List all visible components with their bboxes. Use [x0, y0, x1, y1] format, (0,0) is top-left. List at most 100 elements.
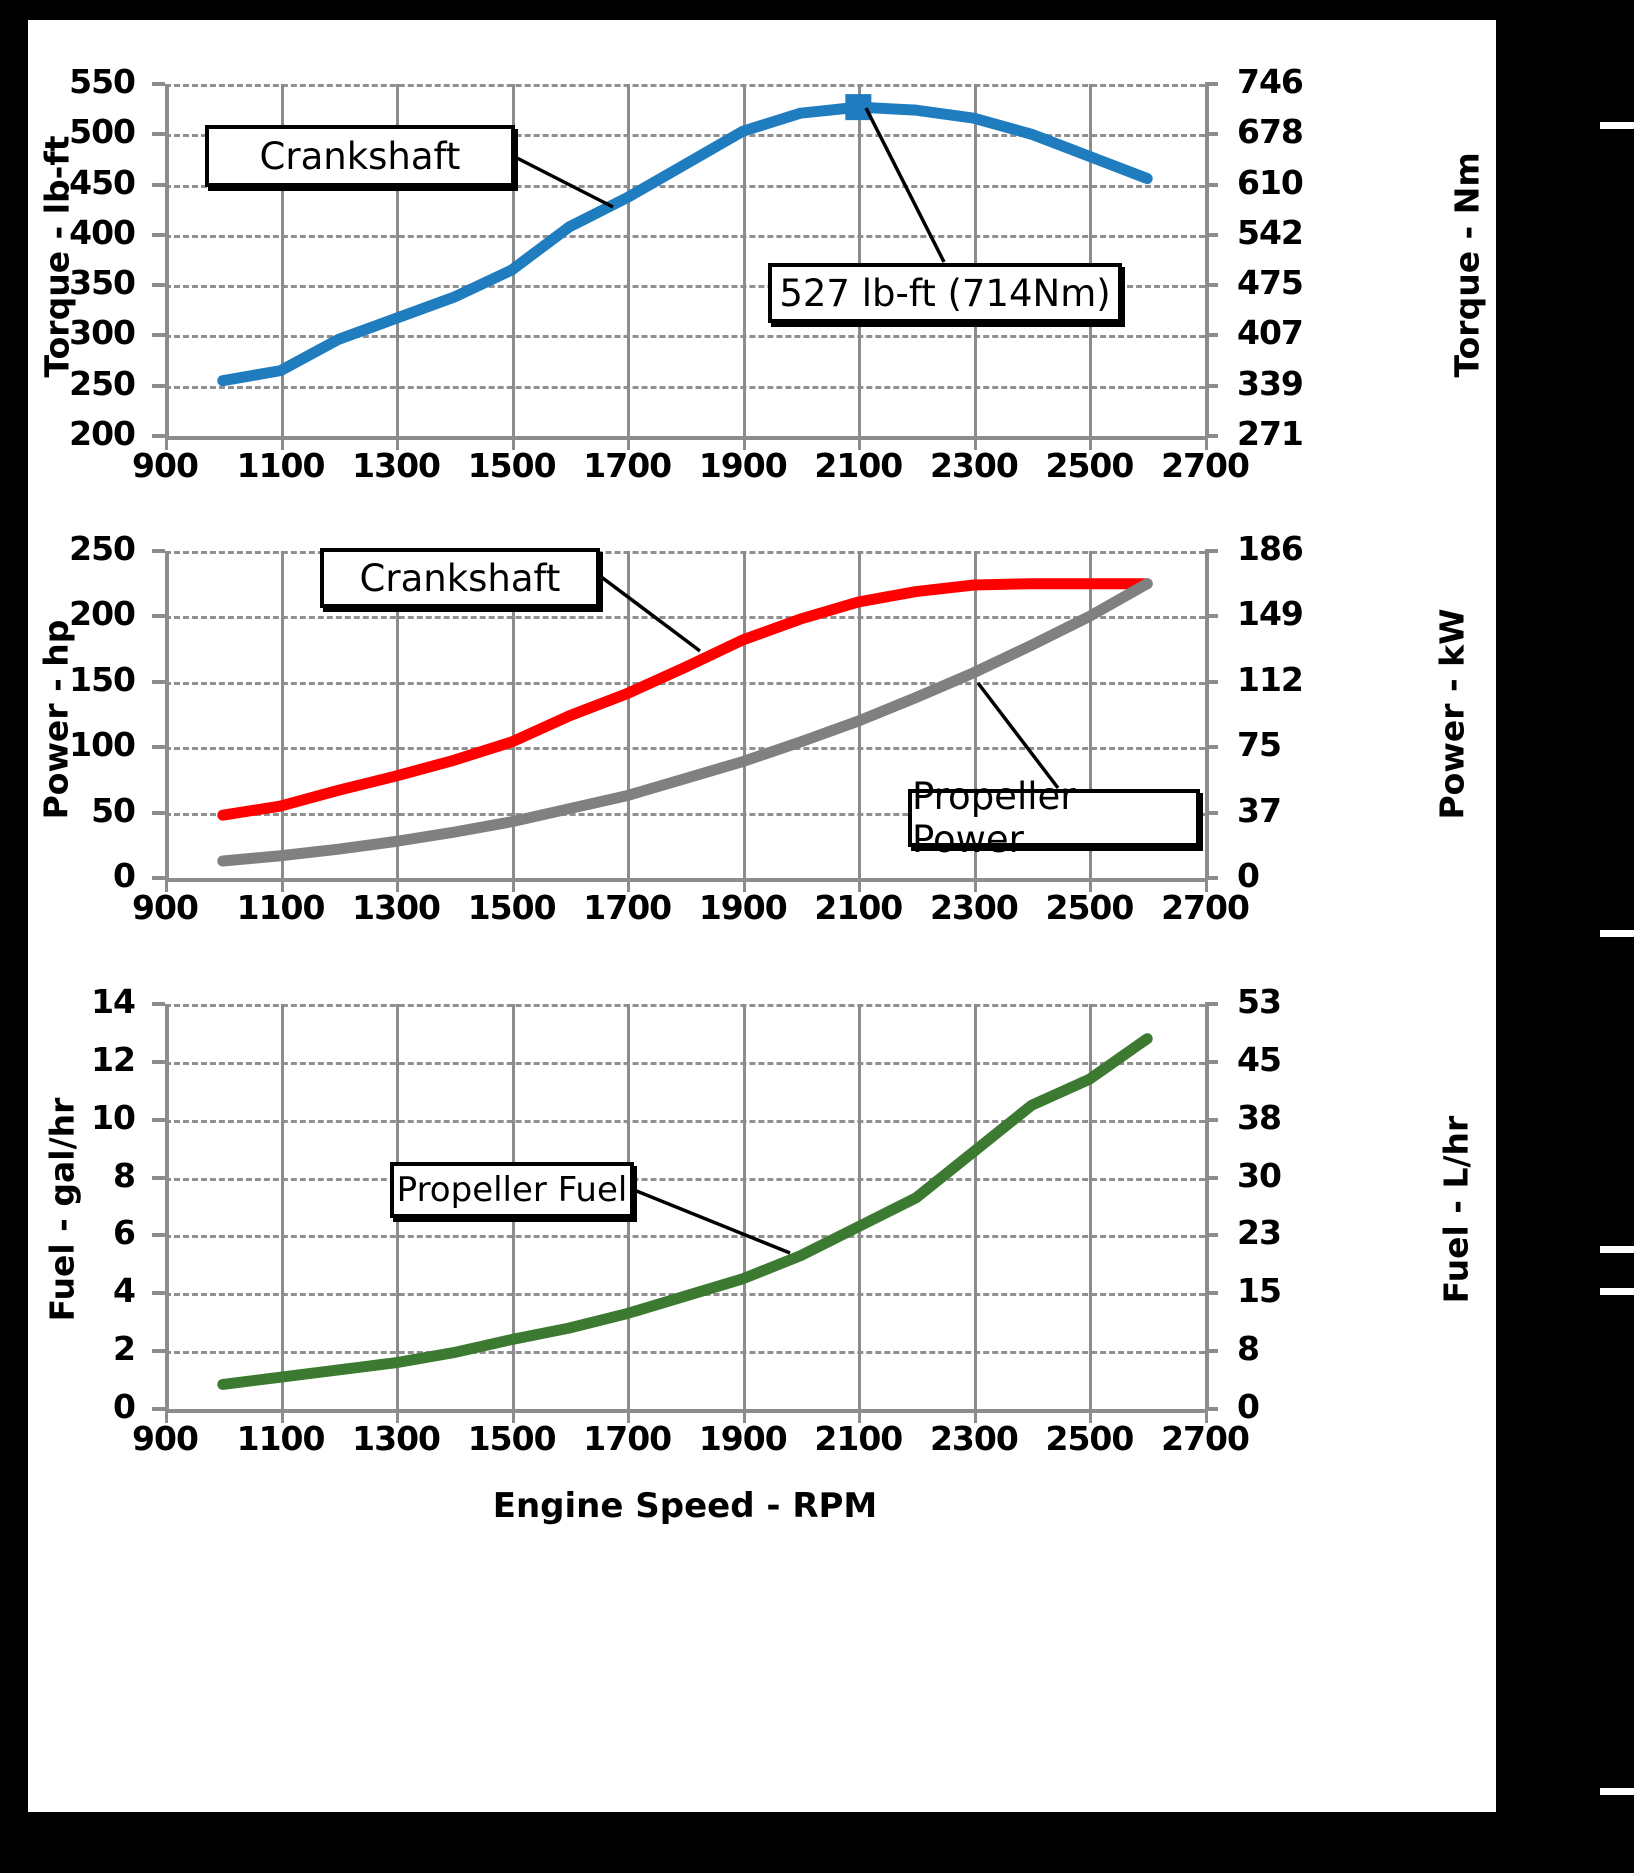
- axis-tick-bottom: [1205, 878, 1208, 892]
- axis-label-bottom: 1100: [236, 446, 326, 485]
- axis-spine-left: [165, 1004, 169, 1409]
- axis-label-left: 450: [69, 162, 136, 202]
- axis-tick-right: [1205, 810, 1218, 815]
- axis-label-right: 75: [1237, 725, 1282, 765]
- axis-label-right: 45: [1237, 1039, 1282, 1079]
- axis-tick-left: [152, 876, 165, 880]
- axis-tick-bottom: [1089, 878, 1093, 892]
- axis-tick-right: [1205, 1117, 1218, 1122]
- frame-border-right: [1496, 10, 1506, 1820]
- axis-spine-right: [1205, 84, 1209, 436]
- axis-label-right: 112: [1237, 659, 1304, 699]
- axis-tick-bottom: [1205, 1409, 1208, 1423]
- axis-label-left: 50: [91, 790, 136, 830]
- axis-label-left: 10: [91, 1097, 136, 1137]
- gridline-horizontal: [165, 335, 1205, 339]
- callout-crankshaft-torque: Crankshaft: [205, 125, 515, 187]
- gridline-horizontal: [165, 878, 1205, 882]
- axis-tick-bottom: [396, 878, 400, 892]
- axis-tick-bottom: [165, 436, 168, 450]
- axis-tick-right: [1205, 132, 1218, 137]
- axis-tick-right: [1205, 1175, 1218, 1180]
- axis-tick-right: [1205, 614, 1218, 619]
- axis-tick-right: [1205, 1349, 1218, 1354]
- axis-tick-bottom: [973, 1409, 977, 1423]
- axis-label-right: 30: [1237, 1155, 1282, 1195]
- axis-tick-right: [1205, 745, 1218, 750]
- axis-label-left: 200: [69, 414, 136, 453]
- axis-label-bottom: 1100: [236, 1419, 326, 1458]
- gridline-horizontal: [165, 184, 1205, 188]
- axis-tick-left: [152, 1233, 165, 1238]
- axis-tick-right: [1205, 1059, 1218, 1064]
- axis-label-bottom: 1700: [583, 1419, 672, 1458]
- axis-tick-left: [152, 1175, 165, 1180]
- axis-tick-left: [152, 1059, 165, 1064]
- gridline-vertical: [973, 1004, 977, 1409]
- gridline-vertical: [742, 551, 746, 878]
- frame-border-bottom: [18, 1812, 1506, 1824]
- axis-label-bottom: 2500: [1045, 1419, 1135, 1458]
- axis-label-right: 271: [1237, 414, 1304, 453]
- axis-tick-left: [152, 182, 165, 187]
- axis-label-right: 746: [1237, 62, 1304, 101]
- axis-label-left: 350: [69, 263, 136, 303]
- axis-label-bottom: 2100: [814, 1419, 903, 1458]
- callout-propeller-fuel: Propeller Fuel: [390, 1162, 634, 1218]
- axis-tick-right: [1205, 333, 1218, 338]
- axis-label-left: 200: [69, 594, 136, 634]
- gridline-vertical: [973, 551, 977, 878]
- axis-label-bottom: 2300: [929, 1419, 1019, 1458]
- axis-label-left: 6: [113, 1213, 136, 1253]
- axis-tick-bottom: [742, 1409, 746, 1423]
- axis-label-bottom: 1300: [352, 446, 441, 485]
- axis-label-right: 678: [1237, 112, 1304, 152]
- axis-label-left: 550: [69, 62, 136, 101]
- axis-tick-right: [1205, 383, 1218, 388]
- axis-tick-right: [1205, 182, 1218, 187]
- axis-label-bottom: 2100: [814, 446, 903, 485]
- axis-tick-right: [1205, 434, 1218, 438]
- gridline-vertical: [858, 84, 862, 436]
- axis-tick-bottom: [1089, 436, 1093, 450]
- gridline-horizontal: [165, 812, 1205, 816]
- axis-tick-right: [1205, 82, 1218, 86]
- axis-label-left: 2: [113, 1329, 136, 1369]
- axis-tick-bottom: [627, 878, 631, 892]
- axis-tick-right: [1205, 1002, 1218, 1006]
- gridline-vertical: [742, 84, 746, 436]
- axis-label-left: 300: [69, 313, 136, 353]
- axis-label-left: 100: [69, 725, 136, 765]
- gridline-horizontal: [165, 436, 1205, 440]
- axis-label-left: 150: [69, 659, 136, 699]
- edge-tick-4: [1600, 1288, 1634, 1295]
- gridline-vertical: [627, 551, 631, 878]
- axis-label-bottom: 900: [132, 1419, 199, 1458]
- axis-label-bottom: 2500: [1045, 888, 1135, 927]
- axis-tick-bottom: [165, 878, 168, 892]
- axis-tick-bottom: [858, 436, 862, 450]
- axis-label-bottom: 2300: [929, 888, 1019, 927]
- gridline-vertical: [973, 84, 977, 436]
- axis-tick-left: [152, 1002, 165, 1006]
- axis-tick-right: [1205, 876, 1218, 880]
- gridline-vertical: [627, 84, 631, 436]
- axis-label-bottom: 900: [132, 888, 199, 927]
- axis-spine-left: [165, 551, 169, 878]
- gridline-horizontal: [165, 285, 1205, 289]
- axis-tick-bottom: [627, 1409, 631, 1423]
- axis-tick-left: [152, 82, 165, 86]
- callout-peak-torque: 527 lb-ft (714Nm): [768, 263, 1122, 323]
- axis-label-bottom: 1500: [467, 888, 557, 927]
- axis-label-right: 38: [1237, 1097, 1282, 1137]
- axis-tick-bottom: [280, 436, 284, 450]
- axis-label-right: 37: [1237, 790, 1282, 830]
- series-line-propeller-power: [217, 578, 1153, 867]
- axis-tick-right: [1205, 232, 1218, 237]
- gridline-vertical: [511, 551, 515, 878]
- gridline-vertical: [396, 84, 400, 436]
- axis-label-bottom: 2500: [1045, 446, 1135, 485]
- axis-tick-bottom: [973, 878, 977, 892]
- axis-tick-right: [1205, 283, 1218, 288]
